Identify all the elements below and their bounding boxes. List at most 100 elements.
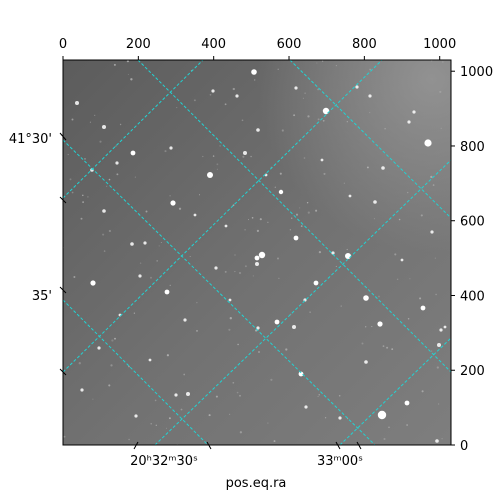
right-tick-label: 800	[460, 140, 485, 155]
star	[274, 319, 280, 325]
star	[174, 393, 178, 397]
star	[115, 161, 119, 165]
faint-source	[80, 217, 83, 220]
star	[331, 251, 335, 255]
faint-source	[215, 395, 218, 398]
faint-source	[134, 176, 136, 178]
star	[338, 416, 342, 420]
faint-source	[252, 275, 254, 277]
faint-source	[267, 221, 269, 223]
faint-source	[237, 343, 239, 346]
faint-source	[441, 438, 443, 440]
star	[138, 274, 142, 278]
faint-source	[224, 270, 227, 273]
star	[143, 241, 147, 245]
faint-source	[383, 437, 386, 441]
faint-source	[169, 195, 171, 197]
faint-source	[267, 422, 269, 424]
faint-source	[365, 326, 367, 328]
faint-source	[108, 384, 111, 387]
star	[254, 255, 260, 261]
faint-source	[407, 191, 409, 194]
star	[443, 325, 447, 329]
faint-source	[255, 329, 258, 332]
faint-source	[176, 107, 178, 109]
faint-source	[277, 68, 279, 71]
top-tick-label: 0	[59, 37, 67, 52]
faint-source	[436, 366, 439, 369]
right-tick-label: 400	[460, 289, 485, 304]
top-tick-label: 200	[126, 37, 151, 52]
faint-source	[103, 250, 106, 252]
faint-source	[289, 229, 291, 231]
star	[293, 235, 299, 241]
faint-source	[228, 328, 231, 331]
faint-source	[335, 65, 337, 67]
right-tick-label: 600	[460, 215, 485, 230]
grid-line	[63, 299, 209, 445]
faint-source	[212, 155, 215, 157]
faint-source	[391, 348, 394, 350]
faint-source	[87, 196, 89, 198]
faint-source	[276, 257, 280, 260]
faint-source	[116, 173, 119, 176]
faint-source	[306, 201, 309, 204]
star	[148, 358, 152, 362]
dec-tick-label: 41°30'	[9, 132, 52, 147]
star	[193, 213, 197, 217]
faint-source	[139, 262, 142, 264]
faint-source	[371, 326, 373, 328]
faint-source	[229, 317, 232, 320]
faint-source	[315, 209, 318, 212]
faint-source	[189, 255, 191, 258]
faint-source	[279, 172, 282, 175]
faint-source	[369, 111, 371, 114]
faint-source	[247, 219, 250, 221]
faint-source	[232, 87, 235, 91]
star	[400, 258, 404, 262]
star	[278, 189, 284, 195]
top-pixel-axis: 0 200 400 600 800 1000	[59, 37, 456, 60]
star	[304, 405, 308, 409]
faint-source	[440, 127, 442, 129]
faint-source	[398, 218, 401, 221]
faint-source	[168, 417, 171, 420]
faint-source	[82, 194, 84, 197]
star	[211, 89, 215, 93]
faint-source	[338, 394, 341, 397]
faint-source	[154, 399, 157, 402]
star	[430, 230, 434, 234]
faint-source	[89, 121, 91, 123]
faint-source	[324, 417, 327, 419]
star	[363, 295, 369, 301]
star	[292, 325, 296, 329]
faint-source	[244, 265, 247, 268]
faint-source	[67, 153, 69, 156]
faint-source	[158, 245, 160, 247]
star	[102, 125, 106, 129]
faint-source	[166, 427, 167, 429]
faint-source	[178, 207, 182, 210]
star-field	[63, 60, 447, 445]
faint-source	[242, 155, 245, 158]
star	[214, 266, 218, 270]
top-tick-label: 400	[201, 37, 226, 52]
right-tick-label: 200	[460, 364, 485, 379]
faint-source	[309, 311, 311, 313]
star	[404, 400, 410, 406]
grid-line	[63, 60, 383, 373]
faint-source	[114, 337, 116, 340]
star	[364, 360, 368, 364]
faint-source	[318, 394, 320, 396]
faint-source	[419, 297, 422, 300]
faint-source	[216, 163, 219, 166]
faint-source	[439, 90, 442, 93]
faint-source	[108, 178, 111, 181]
star	[377, 410, 387, 420]
faint-source	[420, 214, 423, 217]
faint-source	[304, 92, 306, 94]
faint-source	[106, 185, 108, 187]
faint-source	[435, 293, 437, 296]
star	[90, 280, 96, 286]
top-tick-label: 1000	[423, 37, 456, 52]
